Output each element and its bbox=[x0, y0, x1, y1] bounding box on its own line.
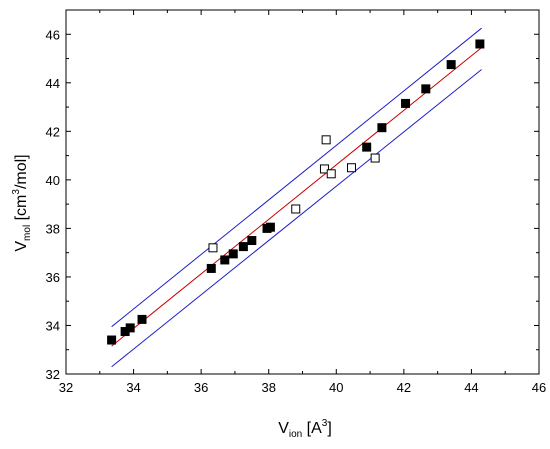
open-square-point bbox=[370, 153, 380, 163]
filled-square-point bbox=[247, 236, 257, 246]
plot-points bbox=[107, 39, 485, 345]
y-tick-label: 32 bbox=[46, 367, 60, 382]
open-square-point bbox=[326, 169, 336, 179]
filled-square-point bbox=[362, 142, 372, 152]
y-tick-label: 42 bbox=[46, 124, 60, 139]
x-axis-ticks: 32 34 36 38 40 42 44 46 bbox=[59, 10, 546, 395]
y-tick-label: 46 bbox=[46, 27, 60, 42]
open-square-point bbox=[346, 163, 356, 173]
y-tick-label: 40 bbox=[46, 173, 60, 188]
y-tick-label: 38 bbox=[46, 221, 60, 236]
filled-square-point bbox=[206, 263, 216, 273]
x-tick-label: 34 bbox=[126, 380, 140, 395]
filled-square-point bbox=[265, 222, 275, 232]
filled-square-point bbox=[421, 84, 431, 94]
open-square-point bbox=[291, 204, 301, 214]
filled-square-point bbox=[238, 242, 248, 252]
fit-line bbox=[111, 47, 482, 347]
filled-square-point bbox=[475, 39, 485, 49]
filled-square-point bbox=[107, 335, 117, 345]
x-tick-label: 38 bbox=[261, 380, 275, 395]
y-tick-label: 36 bbox=[46, 270, 60, 285]
open-square-point bbox=[319, 164, 329, 174]
filled-square-point bbox=[446, 60, 456, 70]
filled-square-point bbox=[137, 314, 147, 324]
x-tick-label: 42 bbox=[397, 380, 411, 395]
y-tick-label: 44 bbox=[46, 76, 60, 91]
open-square-point bbox=[208, 243, 218, 253]
y-axis-title: Vmol [cm3/mol] bbox=[11, 154, 33, 251]
x-tick-label: 32 bbox=[59, 380, 73, 395]
upper-line bbox=[111, 27, 482, 328]
y-tick-label: 34 bbox=[46, 318, 60, 333]
y-axis-ticks: 32 34 36 38 40 42 44 46 bbox=[46, 27, 539, 382]
x-tick-label: 46 bbox=[532, 380, 546, 395]
filled-square-point bbox=[125, 323, 135, 333]
lower-line bbox=[111, 69, 482, 368]
x-axis-title: Vion [A3] bbox=[278, 418, 332, 440]
x-tick-label: 44 bbox=[464, 380, 478, 395]
x-tick-label: 40 bbox=[329, 380, 343, 395]
filled-square-point bbox=[228, 249, 238, 259]
filled-square-point bbox=[377, 123, 387, 133]
filled-square-point bbox=[220, 255, 230, 265]
plot-lines bbox=[111, 27, 482, 368]
open-square-point bbox=[321, 135, 331, 145]
filled-square-point bbox=[401, 98, 411, 108]
x-tick-label: 36 bbox=[194, 380, 208, 395]
